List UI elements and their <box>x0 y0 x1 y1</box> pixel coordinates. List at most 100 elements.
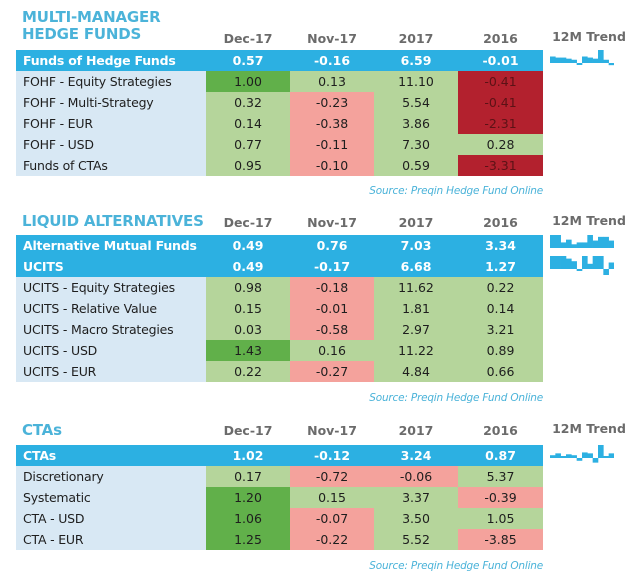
source-note: Source: Preqin Hedge Fund Online <box>369 560 543 572</box>
cell-dec17: 0.03 <box>206 319 290 340</box>
trend-bar <box>608 453 614 458</box>
col-head-dec17: Dec-17 <box>223 215 273 230</box>
col-head-dec17: Dec-17 <box>223 423 273 438</box>
row-label: FOHF - EUR <box>16 113 206 134</box>
cell-y2017: -0.06 <box>374 466 458 487</box>
trend-bar <box>587 453 593 458</box>
col-head-nov17: Nov-17 <box>307 31 357 46</box>
row-label: UCITS - Equity Strategies <box>16 277 206 298</box>
row-label: CTAs <box>16 445 206 466</box>
cell-nov17: -0.18 <box>290 277 374 298</box>
table-row: UCITS - Relative Value 0.15 -0.01 1.81 0.14 <box>16 298 543 319</box>
table-row: Discretionary 0.17 -0.72 -0.06 5.37 <box>16 466 543 487</box>
cell-nov17: -0.38 <box>290 113 374 134</box>
section-title: CTAs <box>22 422 62 439</box>
cell-dec17: 0.95 <box>206 155 290 176</box>
cell-y2016: -0.41 <box>458 92 543 113</box>
row-label: FOHF - Multi-Strategy <box>16 92 206 113</box>
table-row: UCITS - EUR 0.22 -0.27 4.84 0.66 <box>16 361 543 382</box>
trend-sparkline <box>550 50 614 66</box>
trend-bar <box>603 269 609 275</box>
trend-bar <box>550 235 556 248</box>
table-row: FOHF - USD 0.77 -0.11 7.30 0.28 <box>16 134 543 155</box>
cell-nov17: -0.23 <box>290 92 374 113</box>
table-row: FOHF - Multi-Strategy 0.32 -0.23 5.54 -0.41 <box>16 92 543 113</box>
table-row: CTA - EUR 1.25 -0.22 5.52 -3.85 <box>16 529 543 550</box>
row-label: Funds of Hedge Funds <box>16 50 206 71</box>
cell-dec17: 0.15 <box>206 298 290 319</box>
trend-bar <box>582 56 588 63</box>
cell-y2017: 11.10 <box>374 71 458 92</box>
cell-nov17: -0.27 <box>290 361 374 382</box>
trend-head: 12M Trend <box>552 421 626 436</box>
cell-y2017: 6.59 <box>374 50 458 71</box>
trend-bar <box>582 242 588 248</box>
cell-y2017: 1.81 <box>374 298 458 319</box>
trend-bar <box>560 242 567 248</box>
trend-bar <box>550 56 556 63</box>
cell-y2016: -0.01 <box>458 50 543 71</box>
col-head-2017: 2017 <box>398 31 434 46</box>
source-note: Source: Preqin Hedge Fund Online <box>369 185 543 197</box>
cell-y2016: 0.66 <box>458 361 543 382</box>
trend-bar <box>571 455 577 459</box>
cell-nov17: 0.16 <box>290 340 374 361</box>
table-row: UCITS - Macro Strategies 0.03 -0.58 2.97 3.2… <box>16 319 543 340</box>
section-title-line1: LIQUID ALTERNATIVES <box>22 212 204 230</box>
section-title: MULTI-MANAGER HEDGE FUNDS <box>22 9 161 43</box>
cell-y2017: 11.62 <box>374 277 458 298</box>
summary-row: UCITS 0.49 -0.17 6.68 1.27 <box>16 256 543 277</box>
trend-bar <box>608 262 614 269</box>
cell-dec17: 1.06 <box>206 508 290 529</box>
trend-bar <box>576 269 583 271</box>
cell-y2016: 1.05 <box>458 508 543 529</box>
trend-bar <box>587 235 593 248</box>
trend-bar <box>560 57 567 64</box>
trend-bar <box>603 59 609 63</box>
trend-bar <box>555 453 561 458</box>
trend-bar <box>582 452 588 458</box>
trend-bar <box>566 239 572 249</box>
trend-bar <box>598 236 604 248</box>
trend-bar <box>582 256 588 269</box>
trend-bar <box>571 59 577 63</box>
cell-y2017: 6.68 <box>374 256 458 277</box>
cell-y2016: 3.34 <box>458 235 543 256</box>
trend-bar <box>560 256 567 269</box>
col-head-2016: 2016 <box>483 31 518 46</box>
col-head-2016: 2016 <box>483 423 518 438</box>
trend-head: 12M Trend <box>552 213 626 228</box>
cell-y2017: 3.37 <box>374 487 458 508</box>
trend-bar <box>571 244 577 248</box>
cell-y2017: 4.84 <box>374 361 458 382</box>
cell-y2016: -0.39 <box>458 487 543 508</box>
cell-nov17: -0.07 <box>290 508 374 529</box>
cell-nov17: 0.13 <box>290 71 374 92</box>
cell-dec17: 0.32 <box>206 92 290 113</box>
cell-y2016: 1.27 <box>458 256 543 277</box>
cell-dec17: 0.49 <box>206 235 290 256</box>
row-label: CTA - USD <box>16 508 206 529</box>
trend-sparkline <box>550 256 614 275</box>
col-head-nov17: Nov-17 <box>307 423 357 438</box>
cell-nov17: -0.17 <box>290 256 374 277</box>
row-label: FOHF - Equity Strategies <box>16 71 206 92</box>
cell-y2016: -3.31 <box>458 155 543 176</box>
trend-bar <box>608 240 614 249</box>
cell-y2017: 3.86 <box>374 113 458 134</box>
cell-y2017: 5.54 <box>374 92 458 113</box>
cell-dec17: 0.77 <box>206 134 290 155</box>
table-row: CTA - USD 1.06 -0.07 3.50 1.05 <box>16 508 543 529</box>
cell-nov17: -0.10 <box>290 155 374 176</box>
cell-nov17: -0.11 <box>290 134 374 155</box>
cell-nov17: 0.76 <box>290 235 374 256</box>
cell-dec17: 0.14 <box>206 113 290 134</box>
row-label: FOHF - USD <box>16 134 206 155</box>
cell-y2017: 11.22 <box>374 340 458 361</box>
trend-bar <box>603 456 609 458</box>
trend-bar <box>598 445 604 458</box>
table-row: UCITS - USD 1.43 0.16 11.22 0.89 <box>16 340 543 361</box>
cell-nov17: -0.58 <box>290 319 374 340</box>
col-head-2016: 2016 <box>483 215 518 230</box>
row-label: Discretionary <box>16 466 206 487</box>
